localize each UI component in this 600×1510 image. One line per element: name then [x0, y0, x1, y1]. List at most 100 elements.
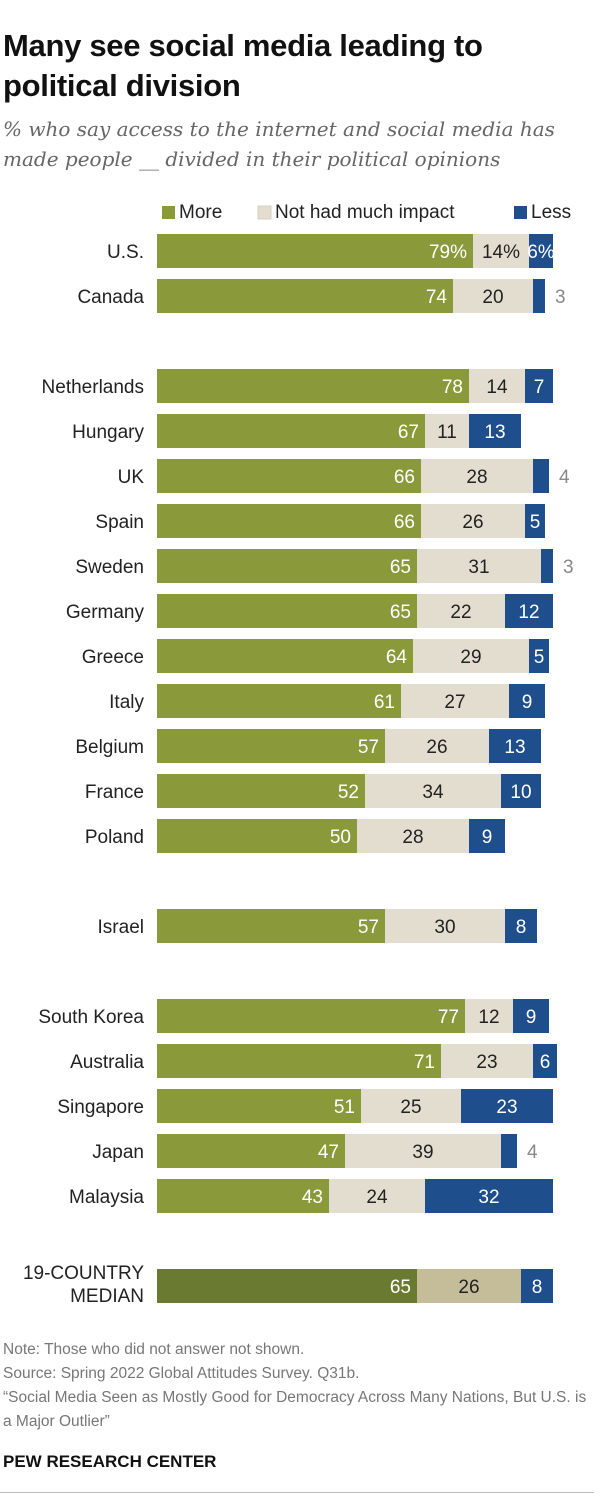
value-label-spain-less: 5	[530, 512, 541, 533]
value-label-germany-not-had-much-impact: 22	[450, 602, 471, 623]
category-label-hungary: Hungary	[72, 422, 144, 443]
bar-19-country-median-less	[521, 1269, 553, 1303]
legend-swatch-less	[514, 206, 527, 219]
bar-belgium-more	[157, 729, 385, 763]
value-label-sweden-less: 3	[563, 557, 574, 578]
value-label-italy-more: 61	[374, 692, 395, 713]
value-label-belgium-not-had-much-impact: 26	[426, 737, 447, 758]
bar-israel-less	[505, 909, 537, 943]
footer-source: Source: Spring 2022 Global Attitudes Sur…	[3, 1365, 360, 1382]
bar-uk-less	[533, 459, 549, 493]
value-label-france-more: 52	[338, 782, 359, 803]
value-label-belgium-more: 57	[358, 737, 379, 758]
bar-france-not-had-much-impact	[365, 774, 501, 808]
value-label-netherlands-not-had-much-impact: 14	[486, 377, 508, 398]
bottom-divider	[0, 1492, 594, 1493]
bar-italy-less	[509, 684, 545, 718]
value-label-hungary-not-had-much-impact: 11	[437, 422, 457, 443]
bar-malaysia-more	[157, 1179, 329, 1213]
value-label-uk-less: 4	[559, 467, 570, 488]
bar-uk-not-had-much-impact	[421, 459, 533, 493]
bar-uk-more	[157, 459, 421, 493]
category-label-south-korea: South Korea	[38, 1007, 144, 1028]
bar-france-more	[157, 774, 365, 808]
value-label-japan-not-had-much-impact: 39	[412, 1142, 433, 1163]
bar-singapore-not-had-much-impact	[361, 1089, 461, 1123]
bar-poland-less	[469, 819, 505, 853]
bar-u-s-not-had-much-impact	[473, 234, 529, 268]
bar-south-korea-more	[157, 999, 465, 1033]
category-label-belgium: Belgium	[75, 737, 144, 758]
value-label-spain-not-had-much-impact: 26	[462, 512, 483, 533]
category-label-germany: Germany	[66, 602, 145, 623]
category-label-19-country-median-line-1: 19-COUNTRY	[23, 1263, 144, 1284]
value-label-france-less: 10	[510, 782, 531, 803]
category-label-u-s: U.S.	[107, 242, 144, 263]
bar-germany-more	[157, 594, 417, 628]
value-label-poland-less: 9	[482, 827, 493, 848]
bar-netherlands-not-had-much-impact	[469, 369, 525, 403]
value-label-japan-less: 4	[527, 1142, 538, 1163]
bar-sweden-more	[157, 549, 417, 583]
value-label-canada-less: 3	[555, 287, 566, 308]
value-label-greece-less: 5	[534, 647, 545, 668]
category-label-singapore: Singapore	[57, 1097, 144, 1118]
value-label-germany-less: 12	[518, 602, 539, 623]
bar-canada-more	[157, 279, 453, 313]
value-label-singapore-less: 23	[496, 1097, 517, 1118]
bar-greece-less	[529, 639, 549, 673]
value-label-19-country-median-less: 8	[532, 1277, 543, 1298]
value-label-malaysia-not-had-much-impact: 24	[366, 1187, 388, 1208]
value-label-japan-more: 47	[318, 1142, 339, 1163]
legend-swatch-more	[162, 206, 175, 219]
value-label-19-country-median-more: 65	[390, 1277, 411, 1298]
value-label-italy-not-had-much-impact: 27	[444, 692, 465, 713]
value-label-singapore-more: 51	[334, 1097, 355, 1118]
bar-u-s-less	[529, 234, 553, 268]
value-label-u-s-not-had-much-impact: 14%	[482, 242, 520, 263]
category-label-uk: UK	[118, 467, 145, 488]
bar-singapore-less	[461, 1089, 553, 1123]
bar-spain-more	[157, 504, 421, 538]
category-label-australia: Australia	[70, 1052, 144, 1073]
bar-israel-more	[157, 909, 385, 943]
category-label-italy: Italy	[109, 692, 144, 713]
value-label-malaysia-more: 43	[302, 1187, 323, 1208]
bar-germany-less	[505, 594, 553, 628]
value-label-hungary-less: 13	[484, 422, 505, 443]
value-label-italy-less: 9	[522, 692, 533, 713]
category-label-poland: Poland	[85, 827, 144, 848]
value-label-uk-not-had-much-impact: 28	[466, 467, 487, 488]
category-label-19-country-median-line-2: MEDIAN	[70, 1286, 144, 1307]
value-label-belgium-less: 13	[504, 737, 525, 758]
value-label-israel-not-had-much-impact: 30	[434, 917, 455, 938]
value-label-singapore-not-had-much-impact: 25	[400, 1097, 421, 1118]
bar-greece-not-had-much-impact	[413, 639, 529, 673]
value-label-19-country-median-not-had-much-impact: 26	[458, 1277, 479, 1298]
category-label-spain: Spain	[95, 512, 144, 533]
stacked-bar-chart: More Not had much impact Less U.S. 79% 14% 6% C…	[23, 202, 574, 1307]
value-label-uk-more: 66	[394, 467, 415, 488]
bar-belgium-less	[489, 729, 541, 763]
value-label-greece-not-had-much-impact: 29	[460, 647, 481, 668]
value-label-netherlands-less: 7	[534, 377, 545, 398]
value-label-sweden-not-had-much-impact: 31	[468, 557, 489, 578]
bar-germany-not-had-much-impact	[417, 594, 505, 628]
bar-japan-less	[501, 1134, 517, 1168]
bar-italy-more	[157, 684, 401, 718]
bar-canada-not-had-much-impact	[453, 279, 533, 313]
bar-netherlands-more	[157, 369, 469, 403]
bar-sweden-not-had-much-impact	[417, 549, 541, 583]
value-label-malaysia-less: 32	[478, 1187, 499, 1208]
bar-malaysia-not-had-much-impact	[329, 1179, 425, 1213]
value-label-australia-more: 71	[414, 1052, 435, 1073]
value-label-israel-less: 8	[516, 917, 527, 938]
value-label-australia-less: 6	[540, 1052, 551, 1073]
bar-belgium-not-had-much-impact	[385, 729, 489, 763]
bar-19-country-median-more	[157, 1269, 417, 1303]
value-label-south-korea-less: 9	[526, 1007, 537, 1028]
category-label-sweden: Sweden	[75, 557, 144, 578]
chart-title: Many see social media leading to politic…	[3, 28, 483, 103]
bar-australia-less	[533, 1044, 557, 1078]
value-label-canada-more: 74	[426, 287, 448, 308]
